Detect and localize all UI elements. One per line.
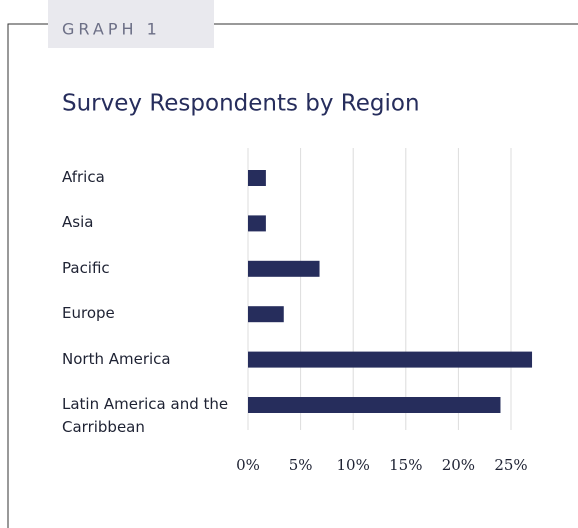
x-tick-label: 0% [236,456,260,474]
bar [248,351,533,368]
category-label: Africa [62,168,105,186]
category-label: Pacific [62,258,110,277]
category-label: Europe [62,304,115,323]
category-label: Asia [62,213,94,232]
x-tick-label: 10% [337,456,370,474]
chart-title: Survey Respondents by Region [62,91,420,117]
graph-label: GRAPH 1 [62,20,161,39]
x-tick-label: 5% [289,456,313,474]
bar [248,215,266,232]
category-label: Latin America and the Carribbean [62,395,229,436]
bar [248,170,266,186]
x-tick-label: 25% [494,456,527,474]
frame [7,23,578,528]
label-box [48,0,214,48]
x-tick-label: 20% [442,456,475,474]
bar [248,397,501,413]
category-label: North America [62,349,171,368]
bar [248,306,284,323]
x-tick-label: 15% [389,456,422,474]
bar [248,260,320,277]
